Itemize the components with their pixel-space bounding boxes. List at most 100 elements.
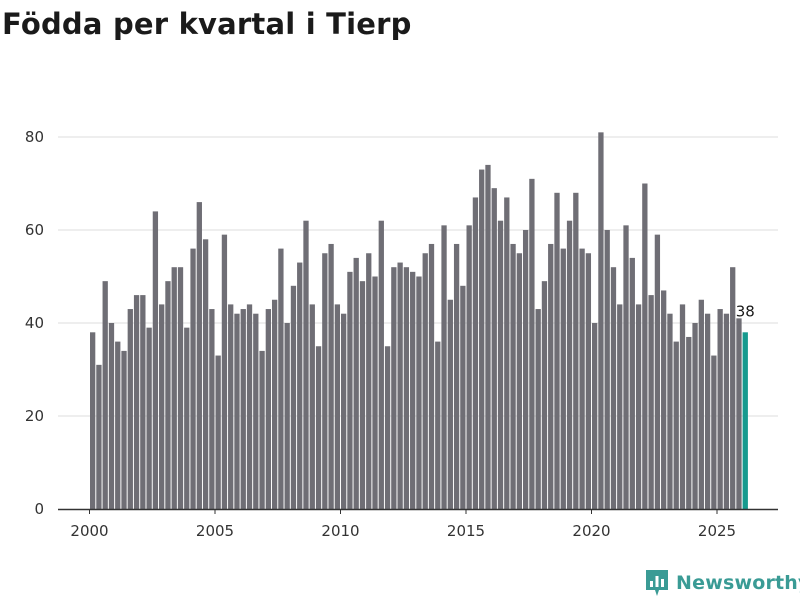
bar [152,211,159,509]
bar [604,230,610,509]
bar [554,192,560,510]
bar [566,220,573,509]
bar [535,309,541,509]
data-labels: 38 [736,302,755,320]
bar [711,355,717,509]
bar [623,225,629,509]
y-tick-label-80: 80 [25,128,44,146]
bar [541,281,548,509]
bar [171,267,177,509]
bar [698,299,704,509]
bar [384,346,391,509]
bar [366,253,372,509]
bar-chart: 0 20 40 60 80 2000 2005 2010 2015 2020 2025 38 [25,128,778,540]
bar [297,262,303,509]
bar [159,304,165,509]
x-tick-label-2000: 2000 [70,522,108,540]
y-tick-label-20: 20 [25,407,44,425]
x-tick-label-2025: 2025 [698,522,736,540]
highlight-value-label: 38 [736,302,755,320]
bar [447,299,453,509]
bar-series [90,132,748,510]
bar [560,248,566,509]
bar [410,271,416,509]
y-tick-label-40: 40 [25,314,44,332]
bar [472,197,479,509]
bar [215,355,221,509]
bar [177,267,184,509]
bar [353,257,359,509]
bar [679,304,686,509]
bar [90,332,96,509]
bar [359,281,366,509]
bar [328,243,334,509]
bar [466,225,472,509]
bar [573,192,579,510]
bar [428,243,435,509]
bar [435,341,441,509]
bar [303,220,309,509]
x-axis: 2000 2005 2010 2015 2020 2025 [58,508,778,540]
bar [629,257,635,509]
y-axis: 0 20 40 60 80 [25,128,44,518]
bar [504,197,510,509]
bar [284,323,290,509]
bar [730,267,736,509]
x-tick-label-2005: 2005 [196,522,234,540]
bar [228,304,234,509]
bar [115,341,121,509]
bar [278,248,284,509]
bar [347,271,353,509]
bar [548,243,554,509]
bar [585,253,592,509]
bar [422,253,428,509]
bar [196,202,202,509]
bar [736,318,742,509]
bar [661,290,667,509]
bar [592,323,598,509]
bar [516,253,522,509]
bar [460,285,466,509]
bar [253,313,259,509]
brand-name: Newsworthy [676,572,800,594]
bar [165,281,171,509]
bar [378,220,384,509]
bar [453,243,460,509]
bar [190,248,196,509]
bar [617,304,623,509]
y-tick-label-0: 0 [34,500,44,518]
newsworthy-logo-icon [646,570,668,596]
bar [334,304,341,509]
y-tick-label-60: 60 [25,221,44,239]
bar [704,313,711,509]
bar [391,267,397,509]
bar [102,281,108,509]
x-tick-label-2020: 2020 [572,522,610,540]
bar [397,262,403,509]
bar [234,313,240,509]
bar [522,230,529,509]
bar [127,309,133,509]
bar [140,295,146,509]
bar [133,295,140,509]
bar [372,276,378,509]
bar [271,299,278,509]
bar [221,234,228,509]
bar [598,132,604,509]
bar [635,304,642,509]
bar [341,313,347,509]
chart-title: Födda per kvartal i Tierp [2,7,412,41]
bar [146,327,152,509]
bar [692,323,698,509]
bar [654,234,661,509]
bar [184,327,190,509]
bar [717,309,723,509]
bar [416,276,422,509]
bar [96,364,102,509]
bar [265,309,271,509]
bar [497,220,504,509]
bar [309,304,315,509]
bar [673,341,679,509]
newsworthy-brand[interactable]: Newsworthy [644,568,800,598]
bar [479,169,485,510]
